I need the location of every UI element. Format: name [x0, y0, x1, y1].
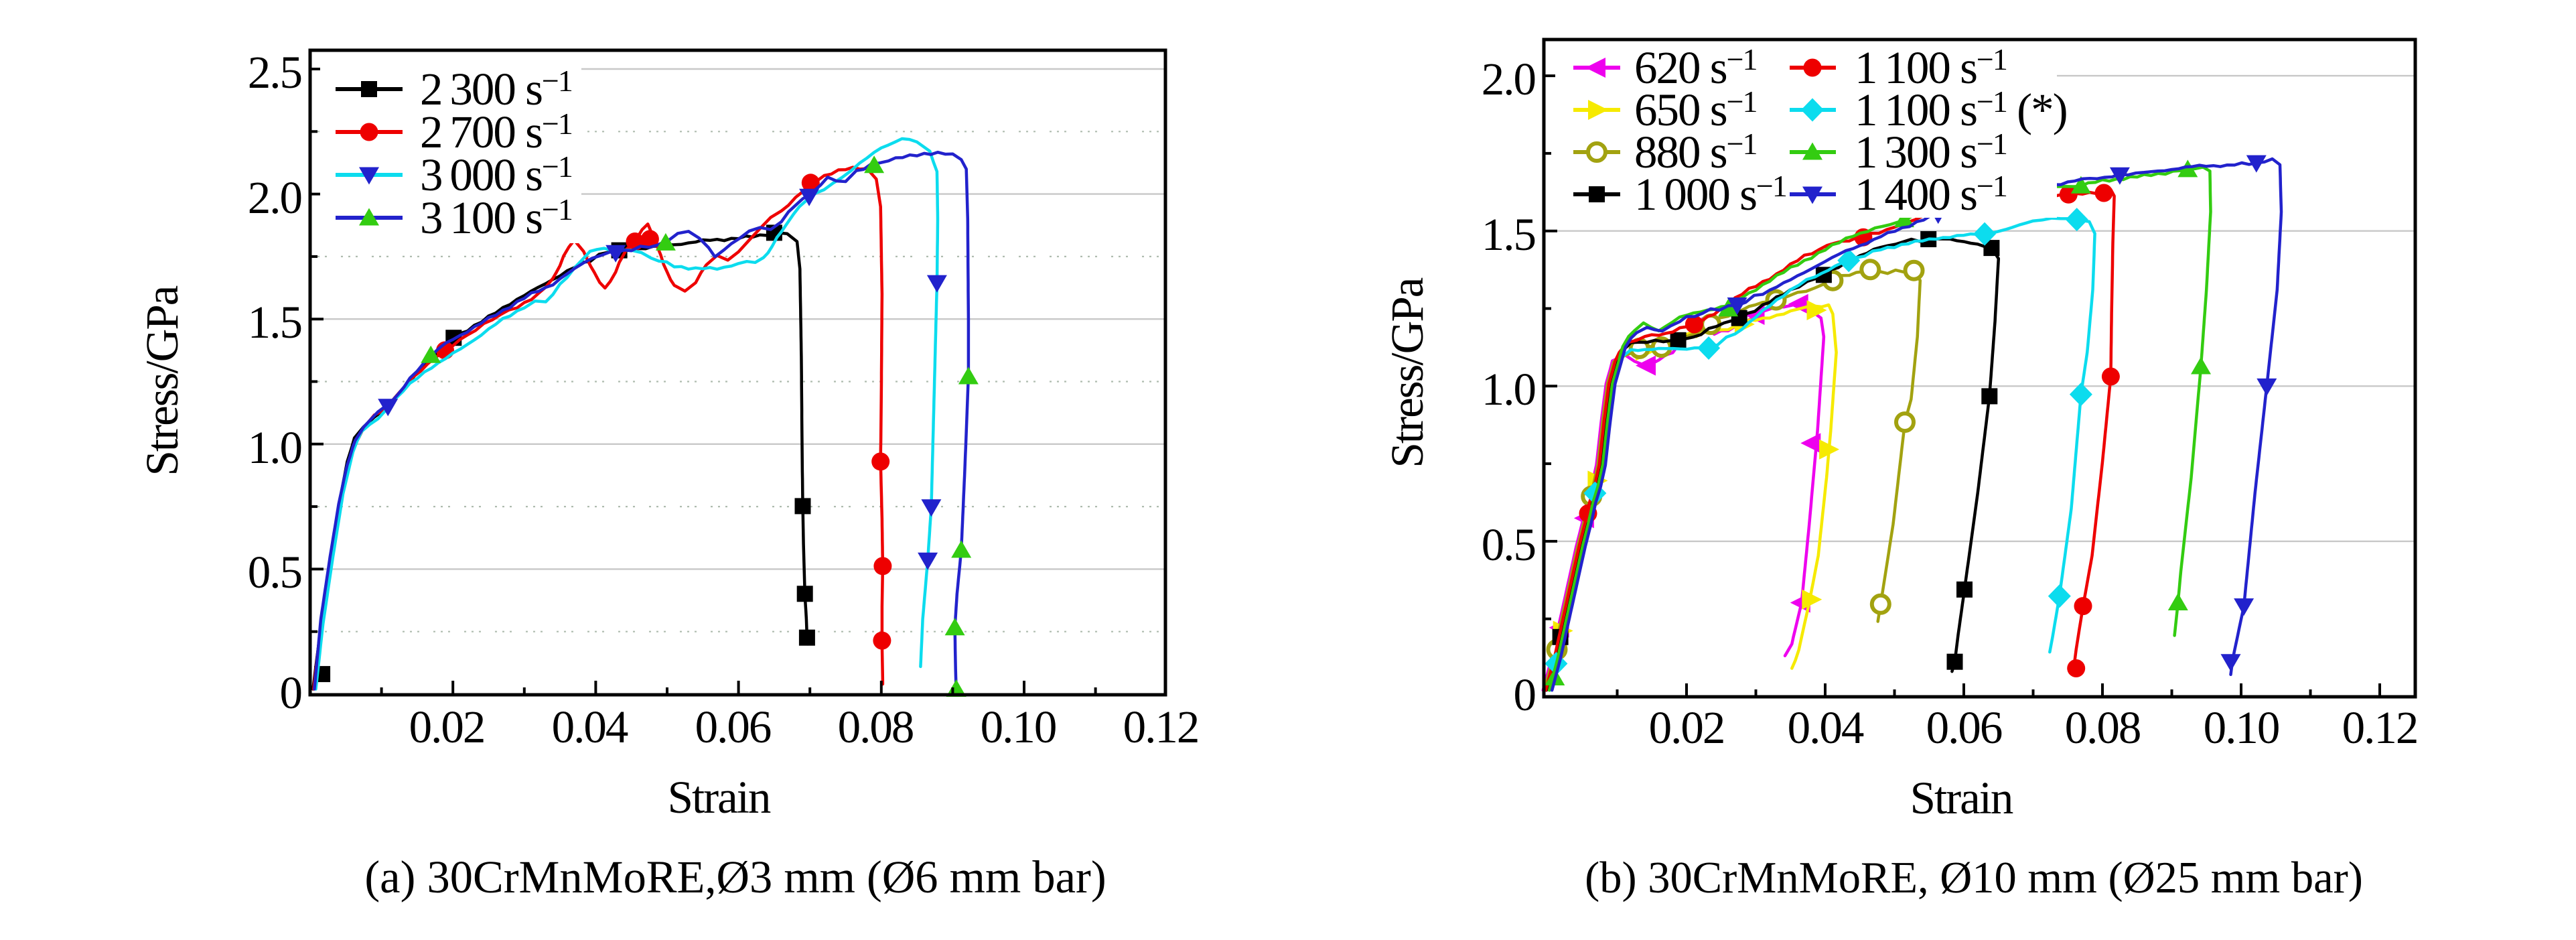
svg-text:1 000 s−1: 1 000 s−1 — [1634, 169, 1786, 220]
svg-text:0.04: 0.04 — [1788, 702, 1864, 753]
svg-text:Stress/GPa: Stress/GPa — [137, 285, 188, 476]
svg-text:0.08: 0.08 — [2065, 702, 2141, 753]
svg-text:0.06: 0.06 — [1926, 702, 2002, 753]
svg-text:0.08: 0.08 — [838, 701, 914, 752]
svg-text:0.12: 0.12 — [1123, 701, 1199, 752]
svg-text:2.0: 2.0 — [1482, 54, 1535, 105]
svg-text:2.0: 2.0 — [248, 172, 301, 223]
svg-text:(a) 30CrMnMoRE,Ø3 mm (Ø6 mm ba: (a) 30CrMnMoRE,Ø3 mm (Ø6 mm bar) — [364, 852, 1106, 902]
svg-text:0.06: 0.06 — [695, 701, 771, 752]
svg-text:1.5: 1.5 — [1482, 209, 1535, 260]
svg-text:0.02: 0.02 — [409, 701, 485, 752]
svg-text:0.5: 0.5 — [1482, 519, 1535, 570]
svg-text:Strain: Strain — [668, 772, 771, 823]
svg-text:1.5: 1.5 — [248, 297, 301, 348]
svg-text:Stress/GPa: Stress/GPa — [1382, 277, 1433, 468]
svg-text:1 100 s−1 (*): 1 100 s−1 (*) — [1855, 84, 2067, 135]
svg-text:0.12: 0.12 — [2342, 702, 2418, 753]
svg-text:2.5: 2.5 — [248, 47, 301, 98]
svg-text:0.02: 0.02 — [1649, 702, 1725, 753]
svg-text:Strain: Strain — [1910, 773, 2013, 823]
svg-text:(b) 30CrMnMoRE, Ø10 mm (Ø25 mm: (b) 30CrMnMoRE, Ø10 mm (Ø25 mm bar) — [1585, 854, 2363, 902]
svg-text:1.0: 1.0 — [248, 422, 301, 473]
svg-text:2 700 s−1: 2 700 s−1 — [420, 107, 572, 157]
svg-text:0.10: 0.10 — [981, 701, 1056, 752]
svg-text:0: 0 — [280, 667, 302, 718]
svg-text:0.5: 0.5 — [248, 547, 301, 598]
svg-text:0: 0 — [1514, 669, 1536, 720]
svg-text:1.0: 1.0 — [1482, 364, 1535, 415]
svg-text:0.10: 0.10 — [2204, 702, 2279, 753]
svg-text:0.04: 0.04 — [552, 701, 628, 752]
